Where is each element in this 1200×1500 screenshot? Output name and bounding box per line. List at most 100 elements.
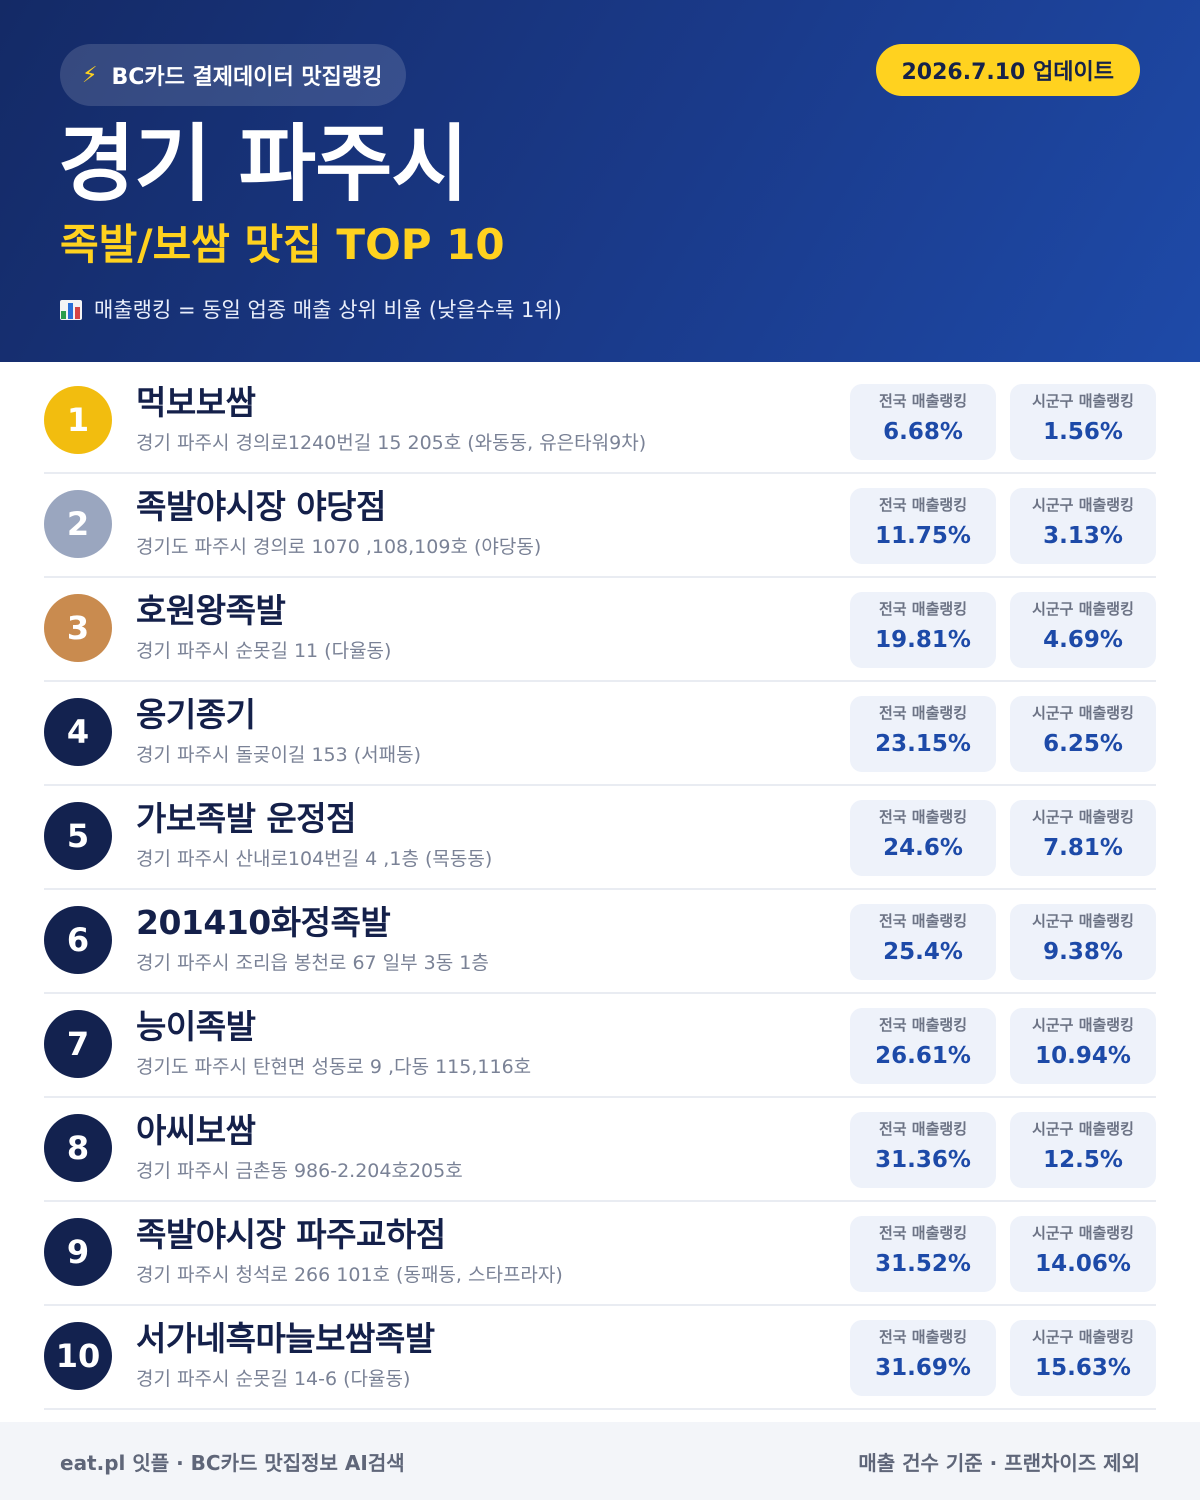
local-rank-label: 시군구 매출랭킹 [1032, 392, 1134, 410]
rank-badge: 2 [44, 490, 112, 558]
national-rank-value: 11.75% [875, 523, 971, 549]
national-rank-value: 19.81% [875, 627, 971, 653]
local-rank-value: 14.06% [1035, 1251, 1131, 1277]
local-rank-value: 10.94% [1035, 1043, 1131, 1069]
rank-badge: 6 [44, 906, 112, 974]
local-rank-label: 시군구 매출랭킹 [1032, 912, 1134, 930]
rank-badge: 9 [44, 1218, 112, 1286]
restaurant-name: 서가네흑마늘보쌈족발 [136, 1319, 435, 1358]
rank-badge: 1 [44, 386, 112, 454]
footer: eat.pl 잇플 · BC카드 맛집정보 AI검색 매출 건수 기준 · 프랜… [0, 1422, 1200, 1500]
local-rank-box: 시군구 매출랭킹 3.13% [1010, 488, 1156, 564]
national-rank-label: 전국 매출랭킹 [878, 704, 968, 722]
local-rank-box: 시군구 매출랭킹 6.25% [1010, 696, 1156, 772]
brand-label: BC카드 결제데이터 맛집랭킹 [111, 65, 383, 90]
update-badge: 2026.7.10 업데이트 [875, 44, 1140, 96]
local-rank-value: 7.81% [1043, 835, 1123, 861]
national-rank-label: 전국 매출랭킹 [878, 808, 968, 826]
footer-source: eat.pl 잇플 · BC카드 맛집정보 AI검색 [60, 1450, 405, 1475]
national-rank-box: 전국 매출랭킹 25.4% [850, 904, 996, 980]
category-title: 족발/보쌈 맛집 TOP 10 [60, 220, 505, 269]
footer-note: 매출 건수 기준 · 프랜차이즈 제외 [858, 1450, 1140, 1475]
local-rank-box: 시군구 매출랭킹 12.5% [1010, 1112, 1156, 1188]
local-rank-label: 시군구 매출랭킹 [1032, 1016, 1134, 1034]
national-rank-value: 26.61% [875, 1043, 971, 1069]
local-rank-label: 시군구 매출랭킹 [1032, 1224, 1134, 1242]
national-rank-value: 31.52% [875, 1251, 971, 1277]
local-rank-label: 시군구 매출랭킹 [1032, 1328, 1134, 1346]
restaurant-name: 옹기종기 [136, 695, 256, 734]
national-rank-value: 23.15% [875, 731, 971, 757]
local-rank-box: 시군구 매출랭킹 9.38% [1010, 904, 1156, 980]
list-item[interactable]: 7 능이족발 경기도 파주시 탄현면 성동로 9 ,다동 115,116호 전국 매출… [44, 994, 1156, 1098]
bar-chart-icon [60, 300, 82, 320]
national-rank-value: 24.6% [883, 835, 963, 861]
list-item[interactable]: 2 족발야시장 야당점 경기도 파주시 경의로 1070 ,108,109호 (야당… [44, 474, 1156, 578]
local-rank-value: 9.38% [1043, 939, 1123, 965]
rank-badge: 8 [44, 1114, 112, 1182]
national-rank-value: 6.68% [883, 419, 963, 445]
local-rank-label: 시군구 매출랭킹 [1032, 808, 1134, 826]
restaurant-address: 경기 파주시 돌곶이길 153 (서패동) [136, 744, 422, 766]
ranking-note-text: 매출랭킹 = 동일 업종 매출 상위 비율 (낮을수록 1위) [94, 298, 562, 322]
national-rank-box: 전국 매출랭킹 31.69% [850, 1320, 996, 1396]
list-item[interactable]: 8 아씨보쌈 경기 파주시 금촌동 986-2.204호205호 전국 매출랭킹 31.… [44, 1098, 1156, 1202]
local-rank-label: 시군구 매출랭킹 [1032, 496, 1134, 514]
list-item[interactable]: 3 호원왕족발 경기 파주시 순못길 11 (다율동) 전국 매출랭킹 19.81% 시군… [44, 578, 1156, 682]
national-rank-label: 전국 매출랭킹 [878, 496, 968, 514]
national-rank-box: 전국 매출랭킹 26.61% [850, 1008, 996, 1084]
national-rank-box: 전국 매출랭킹 23.15% [850, 696, 996, 772]
local-rank-value: 1.56% [1043, 419, 1123, 445]
national-rank-value: 31.36% [875, 1147, 971, 1173]
local-rank-label: 시군구 매출랭킹 [1032, 600, 1134, 618]
restaurant-name: 족발야시장 야당점 [136, 487, 386, 526]
national-rank-box: 전국 매출랭킹 6.68% [850, 384, 996, 460]
national-rank-label: 전국 매출랭킹 [878, 1224, 968, 1242]
list-item[interactable]: 9 족발야시장 파주교하점 경기 파주시 청석로 266 101호 (동패동, 스타… [44, 1202, 1156, 1306]
national-rank-label: 전국 매출랭킹 [878, 1016, 968, 1034]
local-rank-value: 15.63% [1035, 1355, 1131, 1381]
restaurant-name: 능이족발 [136, 1007, 256, 1046]
restaurant-name: 호원왕족발 [136, 591, 286, 630]
local-rank-label: 시군구 매출랭킹 [1032, 704, 1134, 722]
restaurant-name: 가보족발 운정점 [136, 799, 357, 838]
rank-badge: 5 [44, 802, 112, 870]
national-rank-value: 31.69% [875, 1355, 971, 1381]
national-rank-label: 전국 매출랭킹 [878, 1328, 968, 1346]
restaurant-name: 201410화정족발 [136, 903, 391, 942]
restaurant-address: 경기도 파주시 탄현면 성동로 9 ,다동 115,116호 [136, 1056, 532, 1078]
restaurant-address: 경기 파주시 청석로 266 101호 (동패동, 스타프라자) [136, 1264, 563, 1286]
national-rank-label: 전국 매출랭킹 [878, 912, 968, 930]
ranking-note: 매출랭킹 = 동일 업종 매출 상위 비율 (낮을수록 1위) [60, 292, 562, 328]
restaurant-address: 경기 파주시 순못길 11 (다율동) [136, 640, 392, 662]
region-title: 경기 파주시 [58, 115, 469, 213]
local-rank-box: 시군구 매출랭킹 1.56% [1010, 384, 1156, 460]
national-rank-box: 전국 매출랭킹 19.81% [850, 592, 996, 668]
restaurant-address: 경기 파주시 산내로104번길 4 ,1층 (목동동) [136, 848, 493, 870]
rank-badge: 10 [44, 1322, 112, 1390]
local-rank-box: 시군구 매출랭킹 7.81% [1010, 800, 1156, 876]
list-item[interactable]: 6 201410화정족발 경기 파주시 조리읍 봉천로 67 일부 3동 1층 전국 … [44, 890, 1156, 994]
national-rank-box: 전국 매출랭킹 24.6% [850, 800, 996, 876]
local-rank-value: 3.13% [1043, 523, 1123, 549]
restaurant-address: 경기 파주시 순못길 14-6 (다율동) [136, 1368, 411, 1390]
local-rank-value: 4.69% [1043, 627, 1123, 653]
rank-badge: 4 [44, 698, 112, 766]
local-rank-value: 12.5% [1043, 1147, 1123, 1173]
restaurant-name: 먹보보쌈 [136, 383, 256, 422]
header: ⚡ BC카드 결제데이터 맛집랭킹 2026.7.10 업데이트 경기 파주시 … [0, 0, 1200, 362]
local-rank-box: 시군구 매출랭킹 15.63% [1010, 1320, 1156, 1396]
national-rank-box: 전국 매출랭킹 11.75% [850, 488, 996, 564]
local-rank-box: 시군구 매출랭킹 4.69% [1010, 592, 1156, 668]
local-rank-label: 시군구 매출랭킹 [1032, 1120, 1134, 1138]
restaurant-address: 경기 파주시 금촌동 986-2.204호205호 [136, 1160, 463, 1182]
lightning-bolt-icon: ⚡ [82, 62, 98, 88]
restaurant-address: 경기 파주시 경의로1240번길 15 205호 (와동동, 유은타워9차) [136, 432, 647, 454]
national-rank-box: 전국 매출랭킹 31.52% [850, 1216, 996, 1292]
rank-badge: 3 [44, 594, 112, 662]
